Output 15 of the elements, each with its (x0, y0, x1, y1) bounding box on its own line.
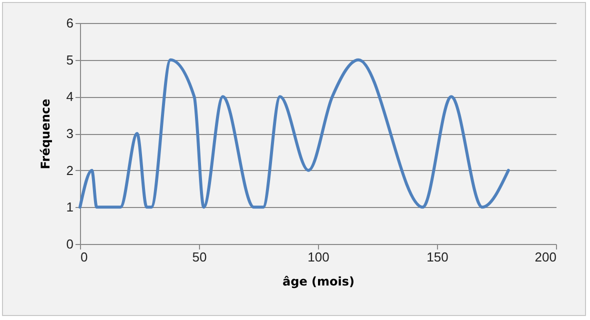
x-tick-label: 0 (80, 250, 88, 264)
y-tick-label: 5 (66, 52, 74, 68)
y-tick-label: 6 (66, 16, 74, 30)
y-tick-label: 1 (66, 200, 74, 215)
x-axis-title: âge (mois) (282, 274, 354, 288)
x-tick-label: 100 (308, 250, 330, 264)
x-tick-label: 200 (534, 250, 556, 264)
y-tick-label: 4 (66, 89, 74, 104)
y-tick-label: 3 (66, 126, 74, 141)
x-tick-label: 50 (192, 250, 207, 264)
y-axis-title: Fréquence (38, 98, 52, 170)
y-tick-label: 2 (66, 162, 74, 178)
x-tick-label: 150 (426, 250, 448, 264)
line-series (78, 58, 510, 209)
y-tick-label: 0 (66, 236, 74, 252)
